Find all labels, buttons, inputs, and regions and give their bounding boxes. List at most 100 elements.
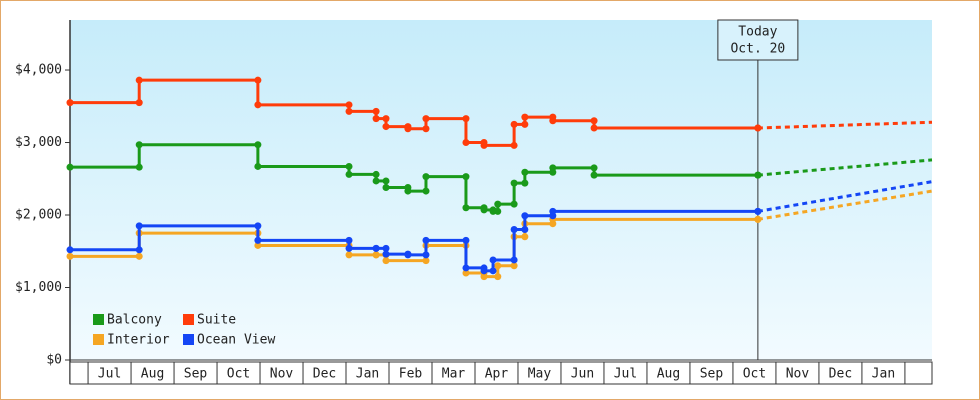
legend-label: Balcony: [107, 313, 162, 328]
price-point: [754, 207, 762, 215]
x-tick-label: Jan: [356, 367, 379, 382]
x-tick-label: Oct: [743, 367, 766, 382]
step-end-dot: [135, 246, 143, 254]
price-point: [754, 124, 762, 132]
x-axis-band: [69, 361, 933, 385]
price-point: [66, 163, 74, 171]
step-end-dot: [462, 115, 470, 123]
legend-label: Interior: [107, 333, 170, 348]
step-end-dot: [345, 101, 353, 109]
price-point: [345, 251, 353, 259]
x-tick-label: Feb: [399, 367, 423, 382]
step-end-dot: [254, 141, 262, 149]
step-end-dot: [254, 222, 262, 230]
price-point: [480, 267, 488, 275]
step-end-dot: [422, 251, 430, 259]
price-point: [521, 168, 529, 176]
today-label: Oct. 20: [730, 42, 785, 57]
price-point: [345, 107, 353, 115]
price-point: [510, 120, 518, 128]
price-point: [494, 200, 502, 208]
step-end-dot: [510, 256, 518, 264]
price-point: [422, 115, 430, 123]
price-point: [382, 257, 390, 265]
price-point: [480, 206, 488, 214]
step-end-dot: [422, 125, 430, 133]
step-end-dot: [521, 120, 529, 128]
price-point: [521, 113, 529, 121]
price-point: [372, 244, 380, 252]
price-point: [462, 269, 470, 277]
x-tick-label: Oct: [227, 367, 250, 382]
price-point: [549, 207, 557, 215]
step-end-dot: [521, 226, 529, 234]
step-end-dot: [422, 187, 430, 195]
step-end-dot: [135, 252, 143, 260]
step-end-dot: [135, 99, 143, 107]
price-point: [480, 141, 488, 149]
step-end-dot: [510, 141, 518, 149]
price-point: [590, 171, 598, 179]
step-end-dot: [382, 115, 390, 123]
x-tick-label: Mar: [442, 367, 466, 382]
step-end-dot: [462, 173, 470, 181]
step-end-dot: [135, 163, 143, 171]
x-tick-label: May: [528, 367, 552, 382]
step-end-dot: [494, 273, 502, 281]
x-tick-label: Jun: [571, 367, 594, 382]
forecast-line: [757, 189, 933, 221]
price-point: [510, 226, 518, 234]
price-point: [382, 183, 390, 191]
price-point: [462, 264, 470, 272]
y-tick-label: $2,000: [15, 208, 62, 223]
price-point: [754, 215, 762, 223]
price-point: [404, 251, 412, 259]
price-point: [382, 123, 390, 131]
price-point: [345, 170, 353, 178]
y-tick-label: $1,000: [15, 280, 62, 295]
x-tick-label: Jan: [872, 367, 895, 382]
price-point: [345, 244, 353, 252]
x-tick-label: Aug: [141, 367, 164, 382]
price-point: [66, 246, 74, 254]
legend-swatch: [183, 334, 194, 345]
price-point: [462, 139, 470, 147]
step-end-dot: [345, 236, 353, 244]
x-tick-label: Jul: [98, 367, 121, 382]
price-point: [372, 115, 380, 123]
step-end-dot: [372, 107, 380, 115]
y-tick-label: $4,000: [15, 63, 62, 78]
x-tick-label: Dec: [313, 367, 336, 382]
price-point: [404, 187, 412, 195]
step-end-dot: [462, 236, 470, 244]
price-point: [462, 204, 470, 212]
price-point: [521, 212, 529, 220]
x-tick-label: Nov: [270, 367, 294, 382]
legend-swatch: [93, 314, 104, 325]
price-point: [549, 164, 557, 172]
price-point: [372, 251, 380, 259]
price-point: [135, 76, 143, 84]
step-end-dot: [382, 177, 390, 185]
y-tick-label: $3,000: [15, 135, 62, 150]
forecast-line: [757, 120, 933, 130]
price-point: [254, 162, 262, 170]
price-point: [510, 179, 518, 187]
x-tick-label: Aug: [657, 367, 680, 382]
price-point: [489, 207, 497, 215]
forecast-line: [757, 180, 933, 213]
price-point: [254, 241, 262, 249]
price-point: [372, 177, 380, 185]
today-label: Today: [738, 25, 777, 40]
step-end-dot: [590, 164, 598, 172]
price-point: [422, 236, 430, 244]
step-end-dot: [254, 76, 262, 84]
price-point: [66, 99, 74, 107]
forecast-line: [757, 158, 933, 177]
plot-area: [70, 20, 932, 360]
x-tick-label: Apr: [485, 367, 509, 382]
step-end-dot: [590, 117, 598, 125]
step-end-dot: [489, 267, 497, 275]
